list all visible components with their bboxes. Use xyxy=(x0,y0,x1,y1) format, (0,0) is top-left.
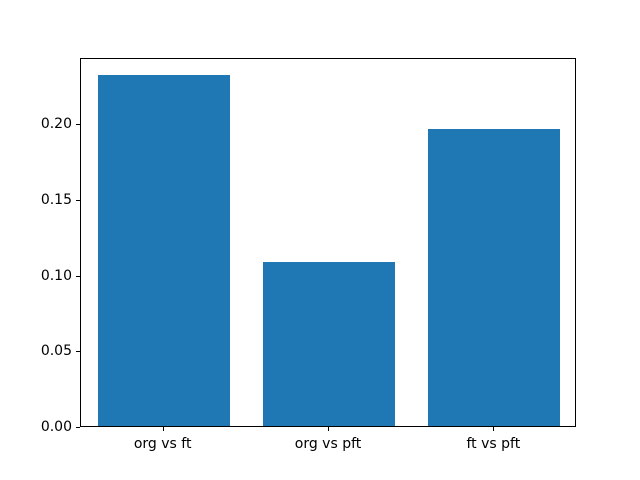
x-tick-mark xyxy=(328,427,329,431)
x-tick-label-org-vs-pft: org vs pft xyxy=(294,436,362,452)
x-tick-mark xyxy=(493,427,494,431)
y-tick-label: 0.00 xyxy=(40,419,72,435)
y-tick-label: 0.15 xyxy=(40,191,72,208)
y-tick-label: 0.20 xyxy=(40,116,72,133)
x-tick-mark xyxy=(163,427,164,431)
bar-org-vs-ft xyxy=(97,74,230,426)
y-tick-mark xyxy=(76,351,80,352)
y-tick-mark xyxy=(76,427,80,428)
x-tick-label-ft-vs-pft: ft vs pft xyxy=(466,436,521,452)
bar-ft-vs-pft xyxy=(428,129,561,426)
x-tick-label-org-vs-ft: org vs ft xyxy=(133,436,192,452)
y-tick-label: 0.10 xyxy=(40,267,72,284)
y-tick-mark xyxy=(76,200,80,201)
y-tick-mark xyxy=(76,276,80,277)
bar-org-vs-pft xyxy=(262,262,396,426)
y-tick-mark xyxy=(76,124,80,125)
y-tick-label: 0.05 xyxy=(40,343,72,360)
plot-area xyxy=(80,58,576,427)
